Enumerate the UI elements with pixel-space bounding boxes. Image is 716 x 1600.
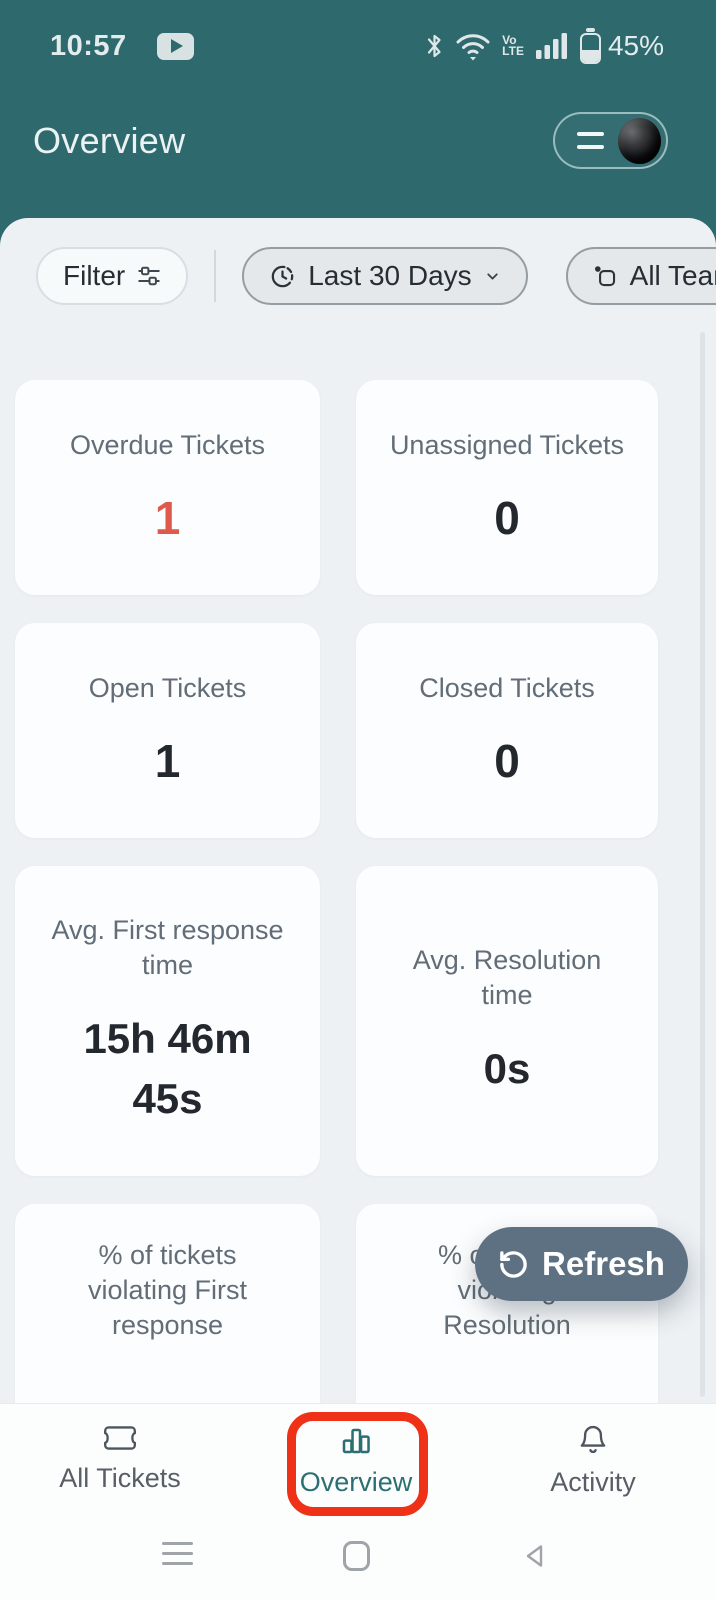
bar-chart-icon	[342, 1428, 370, 1454]
stat-card-open: Open Tickets 1	[15, 623, 320, 838]
stat-value: 0s	[483, 1045, 531, 1092]
refresh-label: Refresh	[542, 1245, 665, 1282]
menu-avatar-button[interactable]	[553, 112, 668, 169]
stat-label: Avg. First response time	[51, 915, 284, 980]
divider	[214, 250, 217, 302]
content-sheet: Filter Last 30 Days All Teams Overdue Ti…	[0, 218, 716, 1403]
nav-label: Activity	[550, 1467, 636, 1497]
bell-icon	[580, 1425, 606, 1453]
youtube-icon	[156, 32, 194, 60]
filter-button-label: Filter	[63, 260, 126, 291]
home-button[interactable]	[343, 1541, 370, 1571]
filter-button[interactable]: Filter	[36, 247, 189, 305]
stat-label: Unassigned Tickets	[389, 430, 625, 460]
battery-percent: 45%	[607, 30, 664, 61]
app-header: Overview	[33, 112, 683, 172]
stat-card-overdue: Overdue Tickets 1	[15, 380, 320, 595]
clock-time: 10:57	[50, 29, 127, 62]
date-range-label: Last 30 Days	[308, 260, 472, 291]
filter-bar: Filter Last 30 Days All Teams	[36, 247, 716, 305]
stat-card-first-response: Avg. First response time 15h 46m 45s	[15, 866, 320, 1176]
stat-label: % of tickets violating First response	[87, 1240, 248, 1340]
nav-label: All Tickets	[59, 1463, 181, 1493]
nav-item-overview[interactable]: Overview	[281, 1424, 431, 1498]
stat-label: Avg. Resolution time	[412, 945, 602, 1010]
stat-value: 1	[154, 492, 181, 544]
recent-apps-button[interactable]	[162, 1542, 193, 1565]
stat-card-unassigned: Unassigned Tickets 0	[356, 380, 658, 595]
team-label: All Teams	[629, 260, 716, 291]
date-range-chip[interactable]: Last 30 Days	[242, 247, 528, 305]
nav-label: Overview	[299, 1467, 413, 1497]
status-bar: 10:57 Vo LTE 45%	[0, 0, 716, 86]
sliders-icon	[138, 266, 160, 286]
stat-label: Overdue Tickets	[69, 430, 266, 460]
nav-item-activity[interactable]: Activity	[518, 1424, 668, 1498]
team-chip[interactable]: All Teams	[565, 247, 716, 305]
stat-label: Open Tickets	[88, 673, 247, 703]
menu-icon	[577, 132, 604, 149]
scrollbar[interactable]	[700, 332, 705, 1397]
refresh-icon	[500, 1250, 527, 1278]
stat-value: 0	[494, 492, 520, 544]
stat-value: 15h 46m 45s	[83, 1015, 252, 1122]
signal-icon	[535, 33, 567, 59]
stat-value: 0	[494, 735, 520, 787]
back-button[interactable]	[521, 1542, 549, 1570]
stat-card-resolution: Avg. Resolution time 0s	[356, 866, 658, 1176]
volte-icon: Vo LTE	[502, 33, 524, 58]
stat-card-violating-first-response: % of tickets violating First response	[15, 1204, 320, 1403]
stat-value: 1	[154, 735, 181, 787]
status-icons: Vo LTE 45%	[425, 28, 664, 64]
battery-icon	[579, 28, 601, 64]
stat-card-closed: Closed Tickets 0	[356, 623, 658, 838]
clock-icon	[271, 265, 294, 287]
refresh-button[interactable]: Refresh	[475, 1227, 688, 1301]
ticket-icon	[104, 1426, 136, 1450]
bottom-nav: All Tickets Overview Activity	[0, 1403, 716, 1600]
avatar	[618, 117, 661, 164]
stat-label: Closed Tickets	[419, 673, 595, 703]
chevron-down-icon	[486, 272, 498, 280]
page-title: Overview	[33, 120, 186, 161]
bluetooth-icon	[428, 34, 441, 58]
teams-icon	[594, 265, 615, 286]
nav-item-all-tickets[interactable]: All Tickets	[45, 1424, 195, 1494]
wifi-icon	[456, 34, 490, 61]
